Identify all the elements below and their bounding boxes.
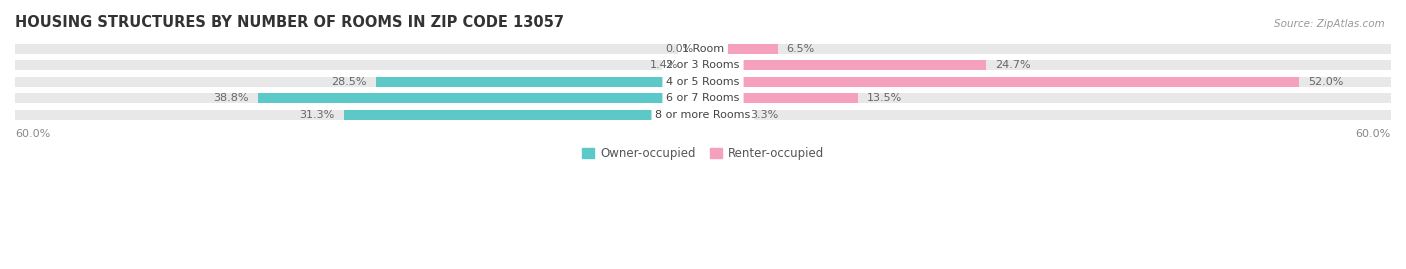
- Bar: [344, 109, 703, 120]
- Text: 2 or 3 Rooms: 2 or 3 Rooms: [666, 60, 740, 70]
- Text: 28.5%: 28.5%: [332, 77, 367, 87]
- Bar: [688, 60, 703, 70]
- Bar: [15, 93, 1391, 103]
- Legend: Owner-occupied, Renter-occupied: Owner-occupied, Renter-occupied: [578, 142, 828, 165]
- Text: 31.3%: 31.3%: [299, 109, 335, 120]
- Text: 4 or 5 Rooms: 4 or 5 Rooms: [666, 77, 740, 87]
- Bar: [377, 77, 703, 87]
- Bar: [259, 93, 703, 103]
- Text: 60.0%: 60.0%: [15, 129, 51, 139]
- Text: 8 or more Rooms: 8 or more Rooms: [655, 109, 751, 120]
- Bar: [15, 60, 1391, 70]
- Text: 13.5%: 13.5%: [868, 93, 903, 103]
- Text: 0.0%: 0.0%: [665, 44, 693, 54]
- Bar: [703, 60, 986, 70]
- Text: 38.8%: 38.8%: [214, 93, 249, 103]
- Text: 3.3%: 3.3%: [749, 109, 779, 120]
- Text: 60.0%: 60.0%: [1355, 129, 1391, 139]
- Text: HOUSING STRUCTURES BY NUMBER OF ROOMS IN ZIP CODE 13057: HOUSING STRUCTURES BY NUMBER OF ROOMS IN…: [15, 15, 564, 30]
- Bar: [15, 77, 1391, 87]
- Text: 24.7%: 24.7%: [995, 60, 1031, 70]
- Text: 1.4%: 1.4%: [650, 60, 678, 70]
- Bar: [15, 109, 1391, 120]
- Text: 6.5%: 6.5%: [787, 44, 815, 54]
- Bar: [703, 93, 858, 103]
- Bar: [703, 77, 1299, 87]
- Text: 52.0%: 52.0%: [1309, 77, 1344, 87]
- Text: Source: ZipAtlas.com: Source: ZipAtlas.com: [1274, 19, 1385, 29]
- Bar: [703, 44, 778, 54]
- Bar: [15, 44, 1391, 54]
- Text: 1 Room: 1 Room: [682, 44, 724, 54]
- Bar: [703, 109, 741, 120]
- Text: 6 or 7 Rooms: 6 or 7 Rooms: [666, 93, 740, 103]
